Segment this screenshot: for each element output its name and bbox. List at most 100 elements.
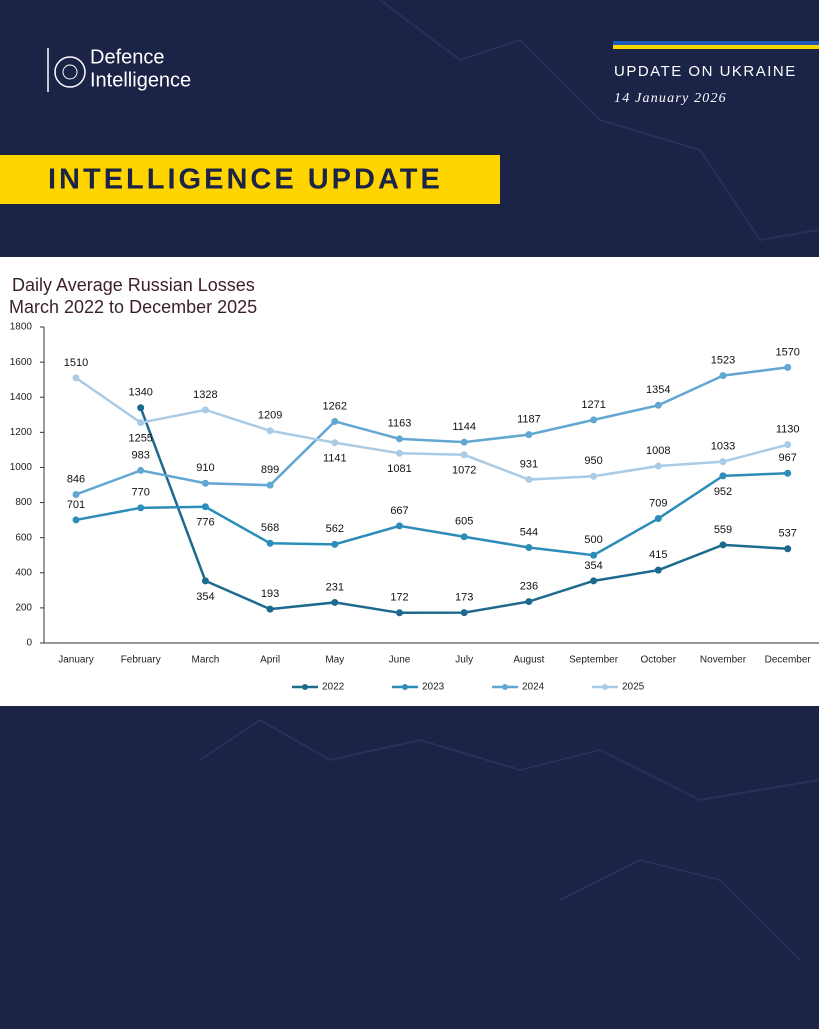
- data-point: [137, 404, 145, 412]
- x-tick-label: March: [192, 655, 220, 666]
- data-label: 709: [649, 497, 667, 509]
- data-point: [137, 504, 145, 512]
- data-point: [525, 431, 533, 439]
- data-point: [331, 540, 339, 548]
- data-label: 950: [584, 455, 602, 467]
- chart-title: Daily Average Russian Losses: [12, 275, 255, 295]
- x-tick-label: August: [513, 655, 544, 666]
- data-point: [396, 522, 403, 530]
- logo-text: Intelligence: [90, 69, 191, 91]
- data-point: [784, 441, 792, 449]
- data-label: 559: [714, 524, 732, 536]
- data-label: 1510: [64, 357, 88, 369]
- data-point: [719, 472, 727, 480]
- legend-label: 2025: [622, 682, 645, 693]
- data-label: 605: [455, 516, 473, 528]
- data-label: 1354: [646, 384, 670, 396]
- x-tick-label: April: [260, 655, 280, 666]
- series-line: [75, 366, 788, 496]
- data-point: [654, 566, 662, 574]
- data-label: 931: [520, 458, 538, 470]
- data-label: 910: [196, 462, 214, 474]
- data-label: 1340: [128, 387, 152, 399]
- y-tick-label: 800: [15, 497, 32, 508]
- series-line: [75, 376, 789, 481]
- data-point: [719, 541, 727, 549]
- x-tick-label: May: [325, 655, 344, 666]
- legend-marker: [602, 684, 608, 690]
- data-point: [654, 401, 662, 409]
- data-point: [266, 605, 274, 613]
- x-tick-label: November: [700, 655, 747, 666]
- data-label: 1033: [711, 441, 735, 453]
- data-label: 952: [714, 486, 732, 498]
- y-tick-label: 200: [15, 603, 32, 614]
- logo-emblem: [54, 56, 86, 88]
- data-point: [266, 481, 274, 489]
- data-label: 1141: [323, 453, 347, 465]
- data-point: [72, 490, 80, 498]
- logo-emblem-inner: [62, 64, 78, 80]
- data-point: [137, 419, 145, 427]
- data-label: 1187: [517, 414, 541, 426]
- data-label: 846: [67, 473, 85, 485]
- data-label: 568: [261, 522, 279, 534]
- legend-label: 2024: [522, 682, 545, 693]
- data-point: [137, 466, 145, 474]
- data-label: 667: [390, 505, 408, 517]
- data-point: [525, 543, 533, 551]
- data-label: 544: [520, 526, 538, 538]
- banner: [0, 155, 500, 204]
- data-point: [654, 515, 662, 523]
- data-label: 1271: [581, 399, 605, 411]
- data-label: 537: [779, 528, 797, 540]
- x-tick-label: October: [641, 655, 677, 666]
- data-point: [784, 363, 792, 371]
- data-label: 415: [649, 549, 667, 561]
- update-date: 14 January 2026: [614, 91, 727, 106]
- data-point: [331, 439, 339, 447]
- data-point: [590, 416, 598, 424]
- data-label: 1163: [388, 418, 412, 430]
- data-point: [72, 516, 80, 524]
- logo-text: Defence: [90, 46, 165, 68]
- flag-blue: [613, 41, 819, 45]
- y-tick-label: 1600: [10, 357, 33, 368]
- legend-label: 2022: [322, 682, 345, 693]
- y-tick-label: 1400: [10, 392, 33, 403]
- data-label: 1130: [776, 424, 800, 436]
- update-title: UPDATE ON UKRAINE: [614, 63, 797, 80]
- data-point: [590, 472, 598, 480]
- data-label: 983: [132, 449, 150, 461]
- data-label: 1262: [323, 400, 347, 412]
- data-label: 500: [584, 534, 602, 546]
- data-point: [460, 451, 468, 459]
- data-label: 1008: [646, 445, 670, 457]
- data-point: [266, 539, 274, 547]
- x-tick-label: February: [121, 655, 161, 666]
- data-point: [525, 598, 533, 606]
- chart-panel: [0, 257, 819, 706]
- data-label: 899: [261, 464, 279, 476]
- data-point: [72, 374, 80, 382]
- data-point: [331, 417, 339, 425]
- data-label: 1570: [775, 346, 799, 358]
- legend-label: 2023: [422, 682, 445, 693]
- data-point: [201, 503, 209, 511]
- flag-yellow: [613, 45, 819, 49]
- data-label: 1081: [387, 463, 411, 475]
- data-label: 770: [132, 487, 150, 499]
- y-tick-label: 400: [15, 567, 32, 578]
- x-tick-label: July: [455, 655, 473, 666]
- data-point: [719, 372, 727, 380]
- data-label: 776: [196, 517, 214, 529]
- data-point: [201, 406, 209, 414]
- data-label: 1072: [452, 465, 476, 477]
- data-label: 562: [326, 523, 344, 535]
- data-point: [590, 577, 598, 585]
- data-point: [590, 551, 598, 559]
- data-label: 1328: [193, 389, 217, 401]
- data-label: 1523: [711, 355, 735, 367]
